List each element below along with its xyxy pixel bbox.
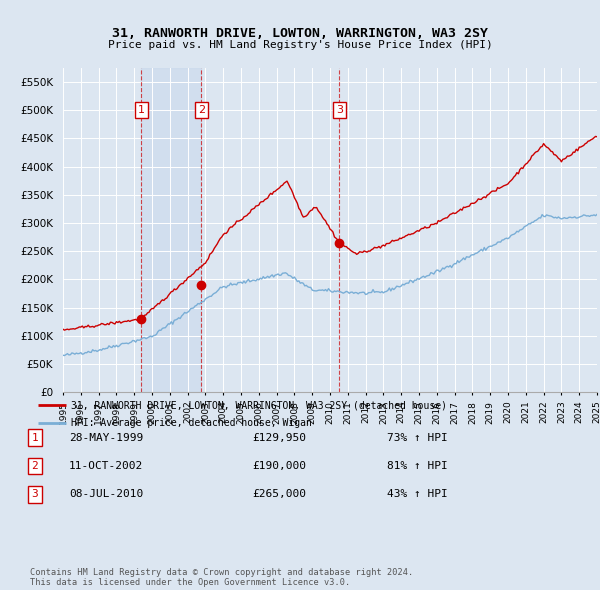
Text: 73% ↑ HPI: 73% ↑ HPI [387, 433, 448, 442]
Text: HPI: Average price, detached house, Wigan: HPI: Average price, detached house, Wiga… [71, 418, 312, 428]
Bar [142, 68, 202, 392]
Text: 3: 3 [336, 105, 343, 115]
Text: £190,000: £190,000 [252, 461, 306, 471]
Text: £265,000: £265,000 [252, 490, 306, 499]
Text: 28-MAY-1999: 28-MAY-1999 [69, 433, 143, 442]
Text: 1: 1 [31, 433, 38, 442]
Text: 31, RANWORTH DRIVE, LOWTON, WARRINGTON, WA3 2SY (detached house): 31, RANWORTH DRIVE, LOWTON, WARRINGTON, … [71, 401, 448, 410]
Text: Contains HM Land Registry data © Crown copyright and database right 2024.
This d: Contains HM Land Registry data © Crown c… [30, 568, 413, 587]
Text: £129,950: £129,950 [252, 433, 306, 442]
Text: 31, RANWORTH DRIVE, LOWTON, WARRINGTON, WA3 2SY: 31, RANWORTH DRIVE, LOWTON, WARRINGTON, … [112, 27, 488, 40]
Text: 11-OCT-2002: 11-OCT-2002 [69, 461, 143, 471]
Text: 81% ↑ HPI: 81% ↑ HPI [387, 461, 448, 471]
Text: 08-JUL-2010: 08-JUL-2010 [69, 490, 143, 499]
Text: 43% ↑ HPI: 43% ↑ HPI [387, 490, 448, 499]
Text: 1: 1 [138, 105, 145, 115]
Text: 2: 2 [31, 461, 38, 471]
Text: 3: 3 [31, 490, 38, 499]
Text: Price paid vs. HM Land Registry's House Price Index (HPI): Price paid vs. HM Land Registry's House … [107, 40, 493, 50]
Text: 2: 2 [198, 105, 205, 115]
